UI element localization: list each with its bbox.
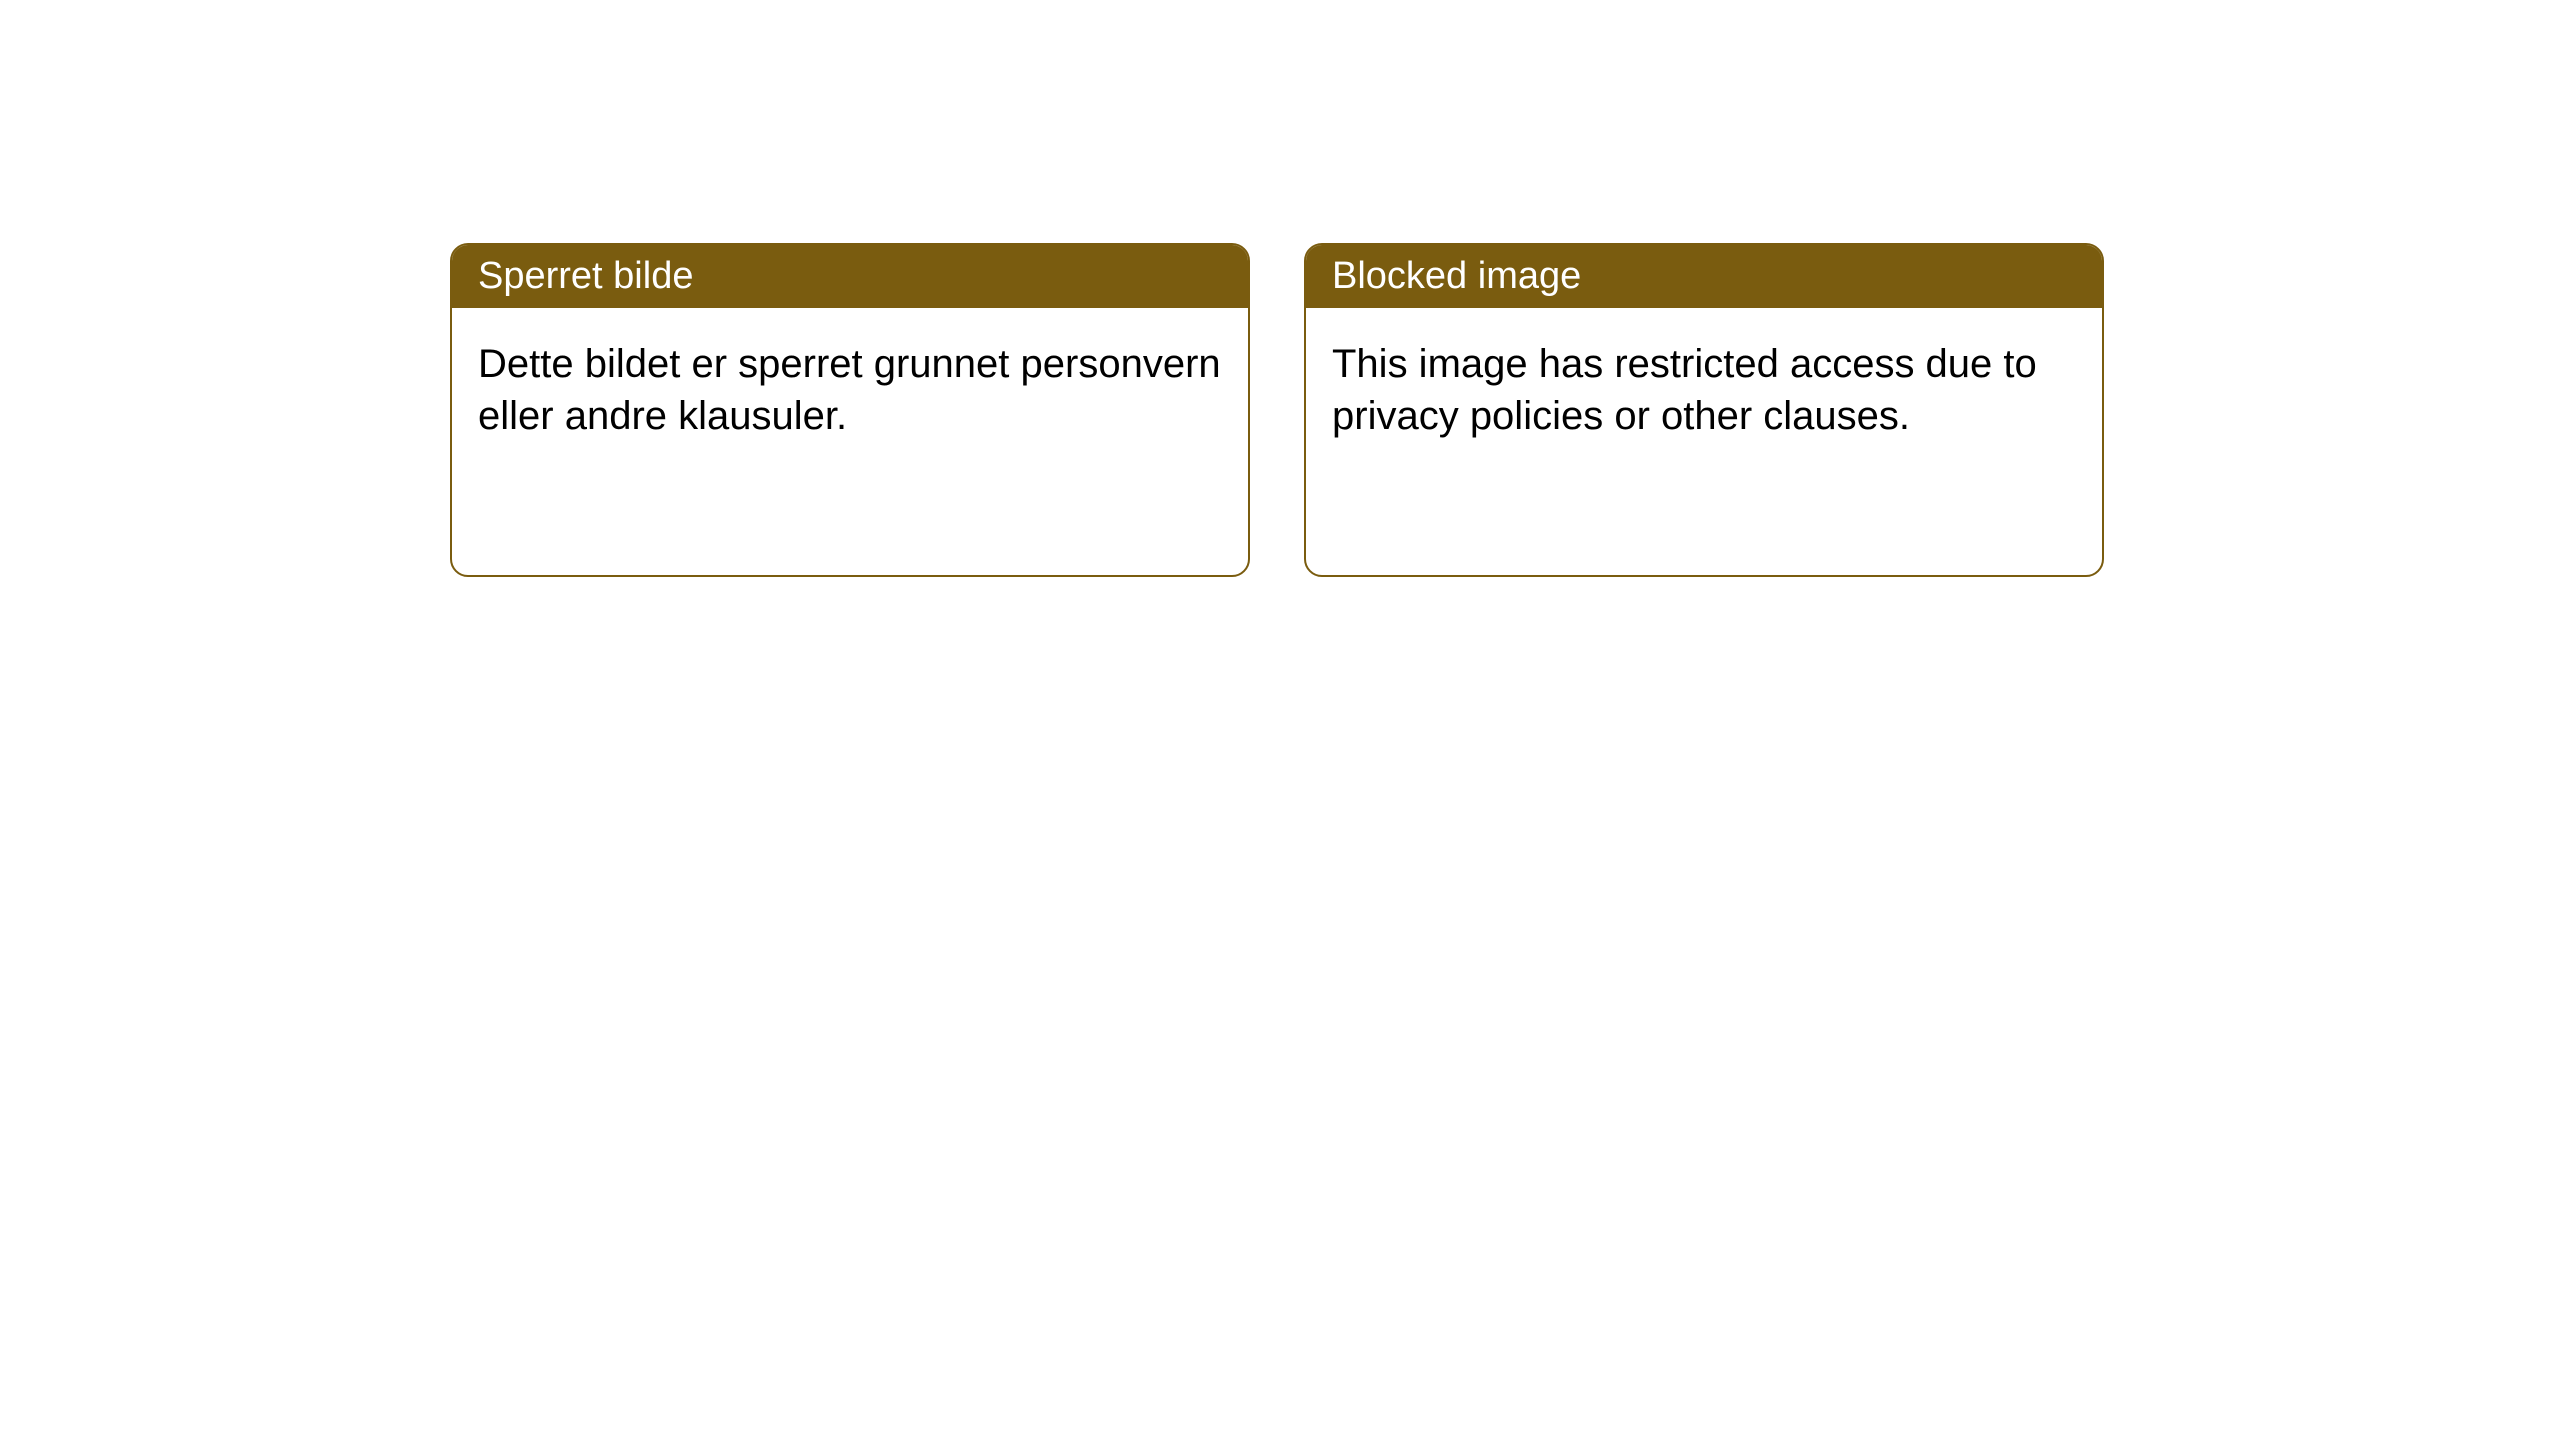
notice-container: Sperret bilde Dette bildet er sperret gr… <box>450 243 2104 577</box>
notice-box-english: Blocked image This image has restricted … <box>1304 243 2104 577</box>
notice-header-english: Blocked image <box>1306 245 2102 308</box>
notice-body-english: This image has restricted access due to … <box>1306 308 2102 472</box>
notice-message-english: This image has restricted access due to … <box>1332 342 2037 438</box>
notice-box-norwegian: Sperret bilde Dette bildet er sperret gr… <box>450 243 1250 577</box>
notice-body-norwegian: Dette bildet er sperret grunnet personve… <box>452 308 1248 472</box>
notice-title-norwegian: Sperret bilde <box>478 255 693 297</box>
notice-title-english: Blocked image <box>1332 255 1581 297</box>
notice-message-norwegian: Dette bildet er sperret grunnet personve… <box>478 342 1221 438</box>
notice-header-norwegian: Sperret bilde <box>452 245 1248 308</box>
